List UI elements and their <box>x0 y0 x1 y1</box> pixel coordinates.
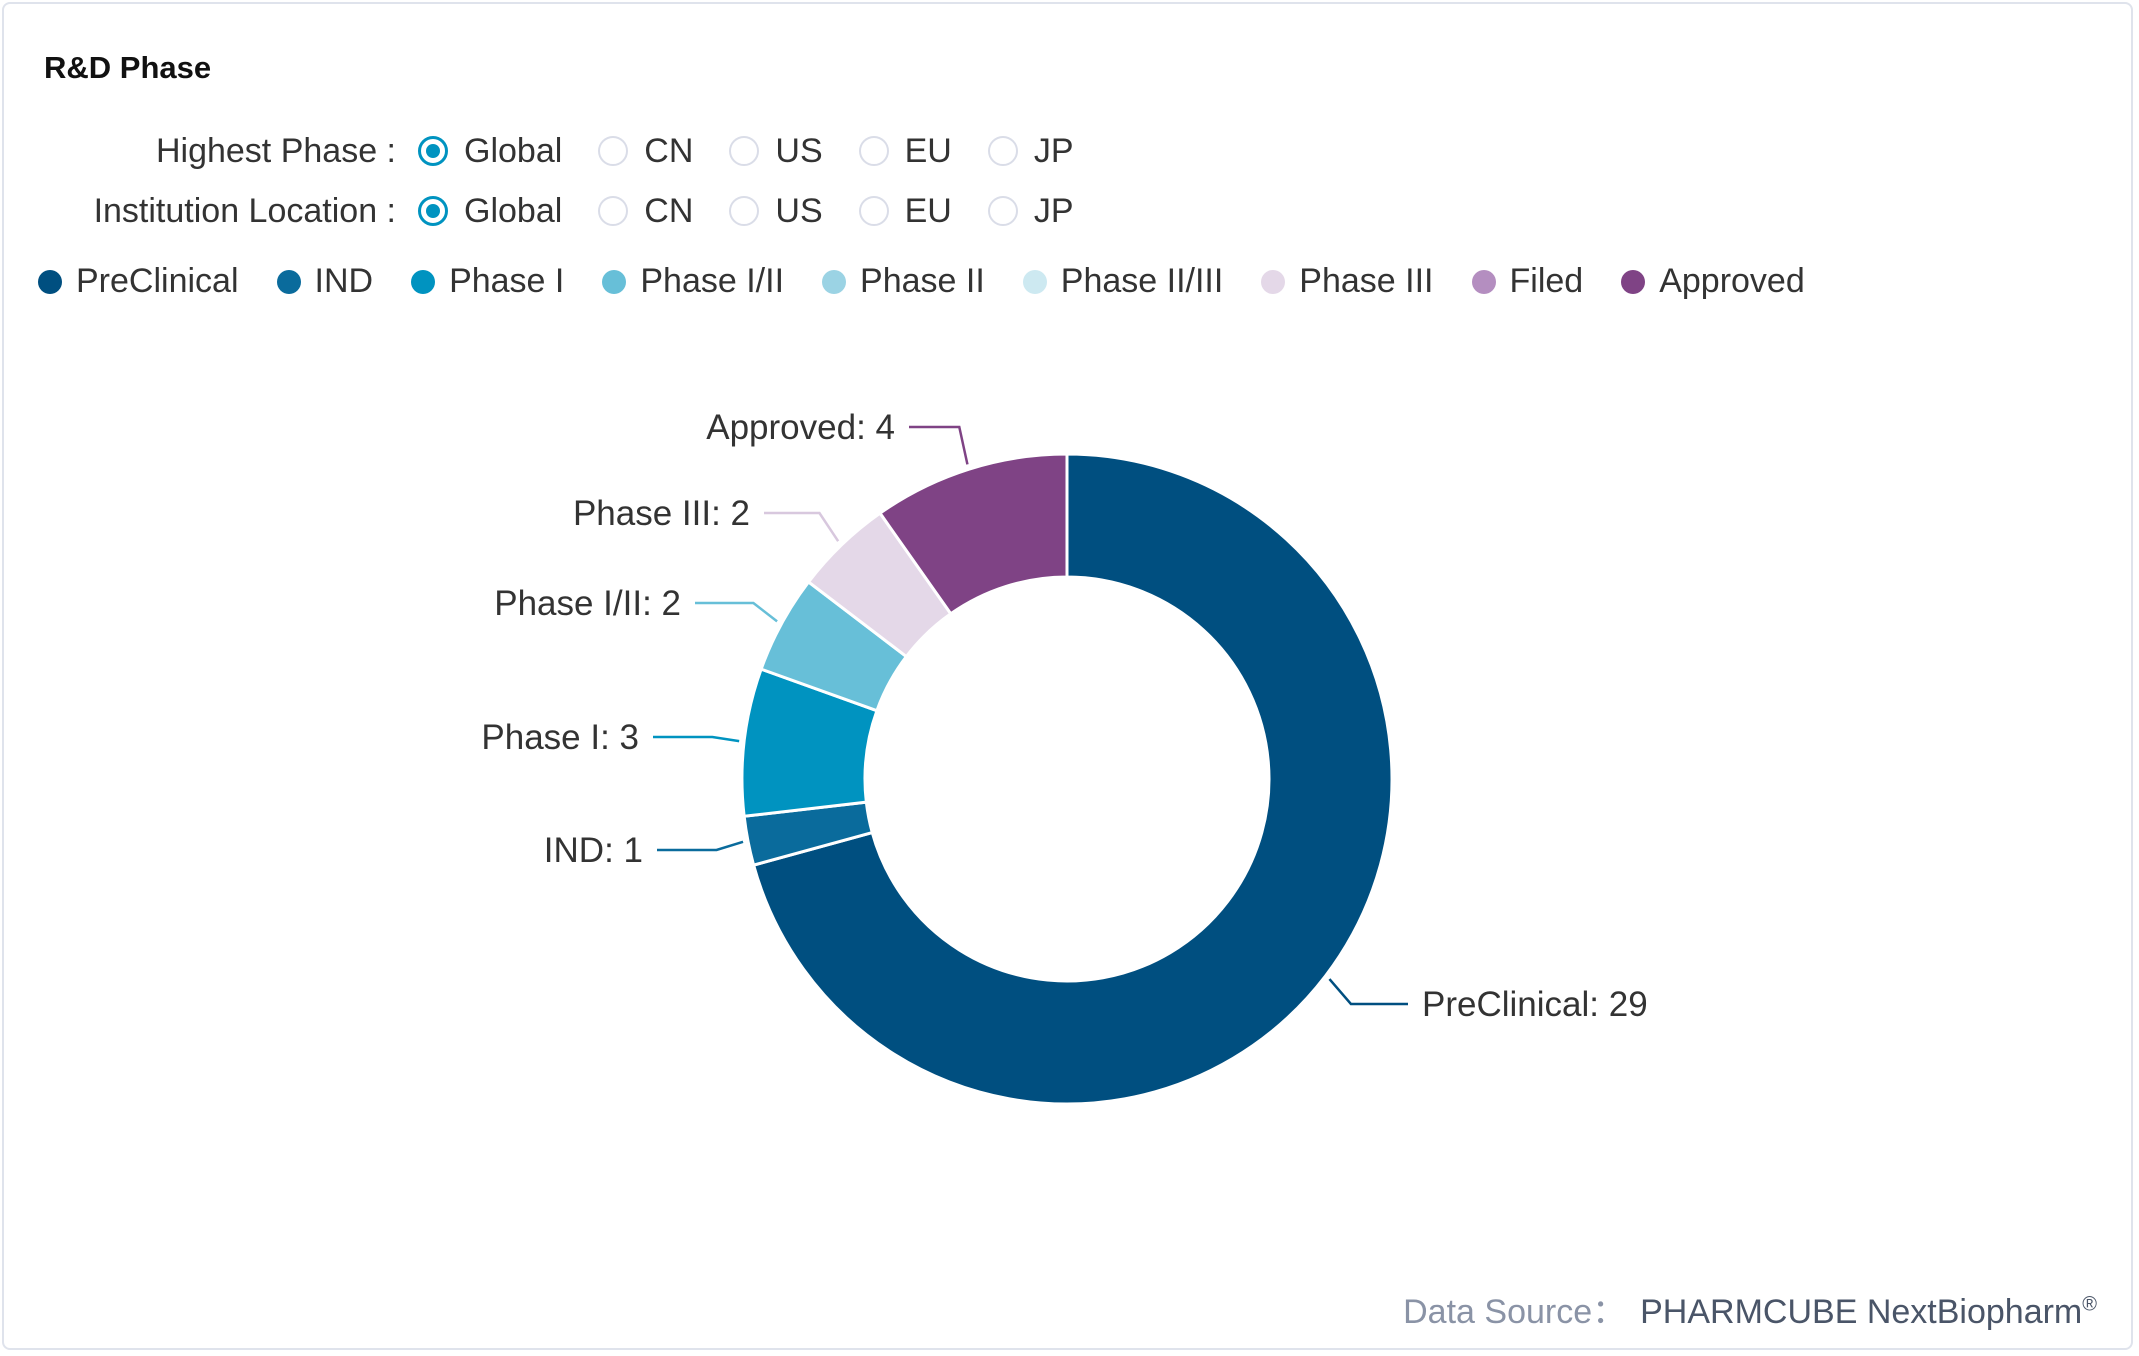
radio-label: EU <box>904 191 952 230</box>
legend-marker <box>1022 269 1047 294</box>
data-label-phase-i-ii: Phase I/II: 2 <box>494 584 681 623</box>
radio-option-cn[interactable]: CN <box>598 192 693 231</box>
slice-preclinical[interactable] <box>751 452 1394 1106</box>
radio-label: JP <box>1033 131 1074 170</box>
radio-button[interactable] <box>598 196 629 226</box>
legend-label: Phase I <box>449 262 565 300</box>
chart-title: R&D Phase <box>44 50 212 85</box>
legend-label: Phase II/III <box>1060 262 1224 300</box>
legend-item-phase-i-ii[interactable]: Phase I/II <box>602 262 784 301</box>
radio-option-cn[interactable]: CN <box>598 132 693 171</box>
legend-marker <box>822 269 847 294</box>
leader-line-approved <box>909 425 969 465</box>
radio-button[interactable] <box>598 136 629 166</box>
filter-label: Highest Phase : <box>155 131 396 170</box>
legend-marker <box>1261 269 1286 294</box>
radio-button[interactable] <box>418 196 448 226</box>
highest-phase-options: Global CN US EU JP <box>418 129 1110 173</box>
radio-label: US <box>775 191 823 230</box>
legend-item-phase-i[interactable]: Phase I <box>411 262 564 301</box>
leader-line-phase-i <box>653 735 740 743</box>
slice-approved[interactable] <box>877 452 1069 616</box>
institution-location-options: Global CN US EU JP <box>418 189 1110 233</box>
filter-institution-location: Institution Location : <box>0 189 396 233</box>
chart-legend: PreClinical IND Phase I Phase I/II Phase II P… <box>38 262 1843 301</box>
radio-label: US <box>775 131 823 170</box>
legend-item-filed[interactable]: Filed <box>1471 262 1584 301</box>
data-label-preclinical: PreClinical: 29 <box>1422 985 1648 1024</box>
data-label-phase-i: Phase I: 3 <box>481 718 639 757</box>
radio-option-eu[interactable]: EU <box>858 131 952 171</box>
radio-option-global[interactable]: Global <box>418 192 562 231</box>
legend-item-phase-ii[interactable]: Phase II <box>822 262 985 301</box>
leader-line-ind <box>657 840 744 852</box>
radio-option-us[interactable]: US <box>729 131 823 171</box>
data-source-brand: PHARMCUBE NextBiopharm <box>1640 1293 2083 1331</box>
radio-option-jp[interactable]: JP <box>987 131 1074 171</box>
radio-label: Global <box>464 131 563 170</box>
legend-item-approved[interactable]: Approved <box>1621 262 1805 301</box>
legend-label: Phase I/II <box>640 262 785 300</box>
radio-label: Global <box>464 191 563 230</box>
radio-label: CN <box>644 191 694 230</box>
data-label-ind: IND: 1 <box>544 831 643 870</box>
legend-label: Phase II <box>860 262 985 300</box>
leader-line-phase-iii <box>764 511 840 542</box>
radio-label: JP <box>1033 191 1074 230</box>
legend-label: Approved <box>1659 262 1805 300</box>
legend-marker <box>1621 269 1646 294</box>
radio-option-global[interactable]: Global <box>418 132 562 171</box>
filter-label: Institution Location : <box>93 191 396 230</box>
legend-item-phase-ii-iii[interactable]: Phase II/III <box>1022 262 1224 301</box>
legend-item-phase-iii[interactable]: Phase III <box>1261 262 1434 301</box>
radio-button[interactable] <box>729 136 760 166</box>
leader-line-preclinical <box>1328 978 1408 1006</box>
legend-label: PreClinical <box>76 262 239 300</box>
data-label-approved: Approved: 4 <box>706 408 895 447</box>
filter-highest-phase: Highest Phase : <box>0 129 396 173</box>
radio-button[interactable] <box>858 136 889 166</box>
data-label-phase-iii: Phase III: 2 <box>573 494 750 533</box>
legend-label: Filed <box>1509 262 1584 300</box>
legend-marker <box>411 269 436 294</box>
radio-button[interactable] <box>729 196 760 226</box>
radio-button[interactable] <box>858 196 889 226</box>
radio-option-us[interactable]: US <box>729 191 823 231</box>
legend-item-ind[interactable]: IND <box>276 262 374 301</box>
radio-button[interactable] <box>987 196 1018 226</box>
data-source: Data Source： PHARMCUBE NextBiopharm® <box>1403 1284 2097 1333</box>
legend-label: IND <box>314 262 374 300</box>
radio-option-eu[interactable]: EU <box>858 191 952 231</box>
radio-option-jp[interactable]: JP <box>987 191 1074 231</box>
leader-line-phase-i-ii <box>695 601 778 623</box>
registered-mark: ® <box>2082 1293 2097 1316</box>
radio-button[interactable] <box>418 136 448 166</box>
data-source-label: Data Source： <box>1403 1293 1627 1331</box>
legend-marker <box>1471 269 1496 294</box>
legend-marker <box>276 269 301 294</box>
legend-label: Phase III <box>1299 262 1434 300</box>
legend-marker <box>38 269 62 294</box>
legend-marker <box>602 269 627 294</box>
radio-label: CN <box>644 131 694 170</box>
radio-label: EU <box>904 131 952 170</box>
radio-button[interactable] <box>987 136 1018 166</box>
legend-item-preclinical[interactable]: PreClinical <box>38 262 239 301</box>
